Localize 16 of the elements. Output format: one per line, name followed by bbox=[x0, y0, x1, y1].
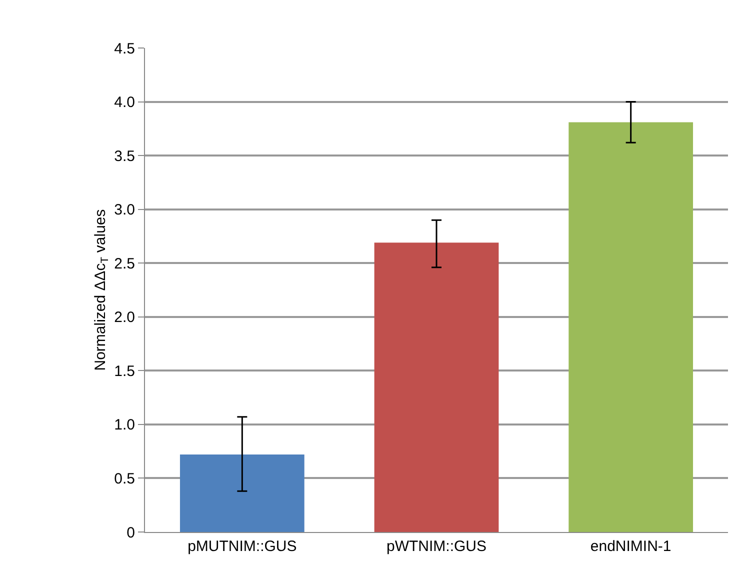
y-tick-label: 1.5 bbox=[114, 362, 135, 380]
x-tick-label: pMUTNIM::GUS bbox=[188, 538, 297, 555]
y-tick-label: 0 bbox=[126, 524, 135, 542]
bar bbox=[180, 454, 304, 532]
bar bbox=[568, 122, 694, 532]
y-tick-label: 3.5 bbox=[114, 148, 135, 165]
y-tick-label: 3.0 bbox=[114, 202, 135, 219]
y-tick-label: 4.5 bbox=[114, 40, 135, 58]
bar bbox=[374, 242, 499, 532]
y-tick-label: 4.0 bbox=[114, 94, 135, 112]
y-tick-label: 2.5 bbox=[114, 255, 135, 272]
y-tick-label: 1.0 bbox=[114, 416, 135, 434]
x-tick-label: pWTNIM::GUS bbox=[386, 538, 486, 555]
y-tick-label: 2.0 bbox=[114, 309, 135, 326]
y-tick-label: 0.5 bbox=[114, 470, 135, 488]
x-tick-label: endNIMIN-1 bbox=[590, 538, 672, 555]
